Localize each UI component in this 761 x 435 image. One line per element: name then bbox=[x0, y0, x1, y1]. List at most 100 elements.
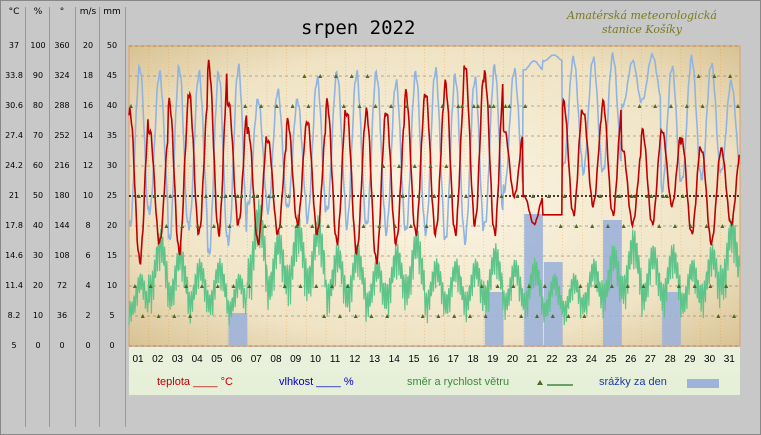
wind-direction-marker bbox=[227, 224, 232, 228]
wind-direction-marker bbox=[397, 164, 401, 168]
x-tick-day-23: 23 bbox=[566, 354, 578, 365]
wind-direction-marker bbox=[617, 194, 622, 198]
wind-direction-marker bbox=[203, 194, 208, 198]
x-tick-day-13: 13 bbox=[368, 354, 381, 365]
wind-direction-marker bbox=[527, 284, 532, 288]
wind-direction-marker bbox=[263, 224, 267, 228]
precip-axis-header: mm bbox=[103, 7, 121, 17]
wind-direction-marker bbox=[318, 74, 323, 78]
wind-direction-marker bbox=[653, 104, 658, 108]
wind-direction-marker bbox=[247, 284, 252, 288]
wind-direction-marker bbox=[298, 284, 303, 288]
wind-direction-marker bbox=[688, 224, 693, 228]
wind-direction-marker bbox=[487, 104, 492, 108]
wind-direction-marker bbox=[460, 104, 465, 108]
y-tick-label: 180 bbox=[54, 191, 70, 200]
wind-direction-marker bbox=[199, 284, 204, 288]
y-tick-label: 8 bbox=[85, 221, 91, 230]
wind-direction-marker bbox=[736, 104, 740, 108]
wind-direction-marker bbox=[172, 314, 177, 318]
precip-bar-25 bbox=[603, 220, 622, 346]
legend-temperature: teplota ____ °C bbox=[157, 376, 233, 388]
x-tick-day-06: 06 bbox=[230, 354, 243, 365]
y-tick-label: 8.2 bbox=[7, 311, 21, 320]
x-tick-day-10: 10 bbox=[309, 354, 321, 365]
wind-direction-marker bbox=[357, 104, 362, 108]
y-tick-label: 50 bbox=[106, 41, 118, 50]
y-tick-label: 100 bbox=[30, 41, 46, 50]
y-tick-label: 30 bbox=[32, 251, 44, 260]
wind-direction-marker bbox=[365, 74, 370, 78]
x-tick-day-22: 22 bbox=[546, 354, 558, 365]
axis-divider bbox=[49, 7, 50, 427]
wind-direction-marker bbox=[440, 104, 445, 108]
wind-direction-marker bbox=[322, 314, 327, 318]
y-tick-label: 5 bbox=[11, 341, 17, 350]
y-tick-label: 14.6 bbox=[5, 251, 23, 260]
x-tick-day-20: 20 bbox=[506, 354, 519, 365]
y-tick-label: 70 bbox=[32, 131, 44, 140]
wind-direction-marker bbox=[377, 224, 382, 228]
wind-direction-marker bbox=[684, 104, 689, 108]
wind-direction-marker bbox=[274, 104, 279, 108]
wind-direction-marker bbox=[432, 194, 437, 198]
axis-divider bbox=[75, 7, 76, 427]
y-tick-label: 25 bbox=[106, 191, 118, 200]
y-tick-label: 36 bbox=[56, 311, 68, 320]
wind-direction-marker bbox=[334, 74, 338, 78]
wind-direction-marker bbox=[625, 284, 630, 288]
wind-direction-marker bbox=[215, 284, 220, 288]
wind-direction-marker bbox=[712, 74, 717, 78]
y-tick-label: 360 bbox=[54, 41, 70, 50]
x-tick-day-05: 05 bbox=[211, 354, 223, 365]
wind-direction-marker bbox=[231, 284, 236, 288]
wind-direction-marker bbox=[598, 194, 603, 198]
wind-direction-marker bbox=[523, 104, 528, 108]
x-tick-day-16: 16 bbox=[428, 354, 440, 365]
wind-direction-marker bbox=[129, 104, 133, 108]
y-tick-label: 12 bbox=[82, 161, 94, 170]
temp-axis-header: °C bbox=[8, 7, 20, 17]
y-tick-label: 144 bbox=[54, 221, 70, 230]
wind-direction-marker bbox=[507, 104, 512, 108]
axis-divider bbox=[125, 7, 126, 427]
humidity-axis-header: % bbox=[33, 7, 43, 17]
y-tick-label: 4 bbox=[85, 281, 91, 290]
x-tick-day-19: 19 bbox=[487, 354, 499, 365]
x-tick-day-31: 31 bbox=[723, 354, 735, 365]
wind-direction-marker bbox=[404, 104, 409, 108]
wind-direction-marker bbox=[330, 284, 334, 288]
y-tick-label: 11.4 bbox=[5, 281, 23, 290]
y-tick-label: 45 bbox=[106, 71, 118, 80]
x-tick-day-04: 04 bbox=[191, 354, 203, 365]
wind-direction-marker bbox=[136, 194, 141, 198]
wind-direction-marker bbox=[373, 104, 378, 108]
wind-direction-marker bbox=[211, 224, 216, 228]
wind-direction-marker bbox=[196, 224, 200, 228]
wind-direction-marker bbox=[243, 104, 248, 108]
wind-direction-marker bbox=[629, 194, 634, 198]
y-tick-label: 40 bbox=[32, 221, 44, 230]
y-tick-label: 5 bbox=[109, 311, 115, 320]
station-line-1: Amatérská meteorologická bbox=[567, 9, 717, 22]
wind-direction-marker bbox=[550, 314, 555, 318]
wind-direction-marker bbox=[546, 194, 551, 198]
y-tick-label: 30 bbox=[106, 161, 118, 170]
wind-direction-marker bbox=[251, 194, 256, 198]
x-tick-day-24: 24 bbox=[585, 354, 597, 365]
y-tick-label: 0 bbox=[85, 341, 91, 350]
wind-direction-marker bbox=[613, 194, 618, 198]
wind-direction-marker bbox=[424, 224, 429, 228]
wind-direction-marker bbox=[235, 194, 240, 198]
wind-direction-marker bbox=[483, 314, 488, 318]
wind-direction-marker bbox=[310, 224, 315, 228]
y-tick-label: 60 bbox=[32, 161, 44, 170]
y-tick-label: 0 bbox=[59, 341, 65, 350]
axis-divider bbox=[99, 7, 100, 427]
wind-direction-marker bbox=[542, 284, 547, 288]
wind-direction-marker bbox=[223, 194, 228, 198]
y-tick-label: 252 bbox=[54, 131, 70, 140]
wind-direction-marker bbox=[708, 284, 713, 288]
y-tick-label: 2 bbox=[85, 311, 91, 320]
wind-direction-marker bbox=[649, 194, 654, 198]
